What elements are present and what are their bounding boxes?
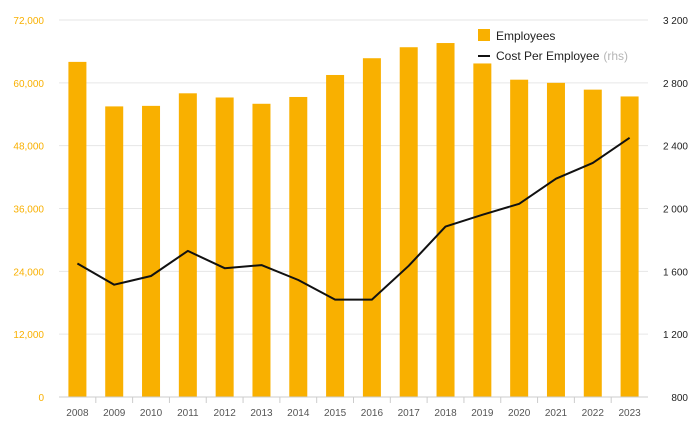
- y-right-tick-label: 2 400: [663, 142, 688, 153]
- y-left-tick-label: 60,000: [13, 79, 44, 90]
- cost-per-employee-line-group: [76, 136, 631, 301]
- bar-employees: [289, 96, 308, 398]
- y-left-tick-label: 48,000: [13, 142, 44, 153]
- bar-employees: [399, 47, 418, 397]
- x-tick-label: 2015: [324, 408, 347, 419]
- y-right-tick-label: 1 600: [663, 267, 688, 278]
- bar-employees: [178, 93, 197, 398]
- bar-employees: [473, 63, 492, 398]
- x-tick-label: 2014: [287, 408, 310, 419]
- x-tick-label: 2011: [177, 408, 199, 419]
- bar-employees: [68, 61, 87, 398]
- x-tick-label: 2008: [66, 408, 89, 419]
- bar-employees: [105, 106, 124, 397]
- legend-series-suffix: (rhs): [603, 49, 628, 63]
- legend-swatch-employees: [478, 29, 490, 41]
- x-tick-label: 2020: [508, 408, 531, 419]
- legend-series-name: Cost Per Employee: [496, 49, 600, 63]
- bar-employees: [620, 96, 639, 398]
- x-tick-label: 2019: [471, 408, 494, 419]
- y-left-tick-label: 12,000: [13, 330, 44, 341]
- x-tick-label: 2013: [250, 408, 273, 419]
- legend-label-cost-per-employee: Cost Per Employee (rhs): [496, 49, 628, 63]
- y-right-tick-label: 2 800: [663, 79, 688, 90]
- y-right-tick-label: 2 000: [663, 205, 688, 216]
- x-tick-label: 2021: [545, 408, 568, 419]
- axes: 0 800 12,000 1 200 24,000 1 600 36,000 2 000 48,…: [13, 16, 688, 419]
- employees-bars: [68, 43, 639, 398]
- bar-employees: [142, 105, 161, 397]
- y-right-tick-label: 800: [671, 393, 688, 404]
- bar-employees: [510, 79, 529, 398]
- y-left-tick-label: 0: [38, 393, 44, 404]
- y-right-tick-label: 1 200: [663, 330, 688, 341]
- bar-employees: [215, 97, 234, 397]
- y-right-tick-label: 3 200: [663, 16, 688, 27]
- x-tick-label: 2018: [434, 408, 457, 419]
- x-tick-label: 2012: [214, 408, 237, 419]
- bar-employees: [326, 74, 345, 398]
- x-tick-label: 2016: [361, 408, 384, 419]
- x-tick-label: 2023: [618, 408, 641, 419]
- x-tick-label: 2022: [582, 408, 605, 419]
- x-tick-label: 2009: [103, 408, 126, 419]
- bar-employees: [436, 43, 455, 398]
- legend: Employees Cost Per Employee (rhs): [478, 29, 628, 63]
- x-tick-label: 2010: [140, 408, 163, 419]
- line-cost-per-employee: [76, 136, 631, 301]
- bar-employees: [583, 89, 602, 398]
- x-tick-label: 2017: [398, 408, 421, 419]
- y-left-tick-label: 24,000: [13, 267, 44, 278]
- bar-employees: [362, 58, 381, 398]
- bar-employees: [546, 82, 565, 397]
- y-left-tick-label: 36,000: [13, 205, 44, 216]
- bar-employees: [252, 103, 271, 398]
- legend-label-employees: Employees: [496, 29, 555, 43]
- y-left-tick-label: 72,000: [13, 16, 44, 27]
